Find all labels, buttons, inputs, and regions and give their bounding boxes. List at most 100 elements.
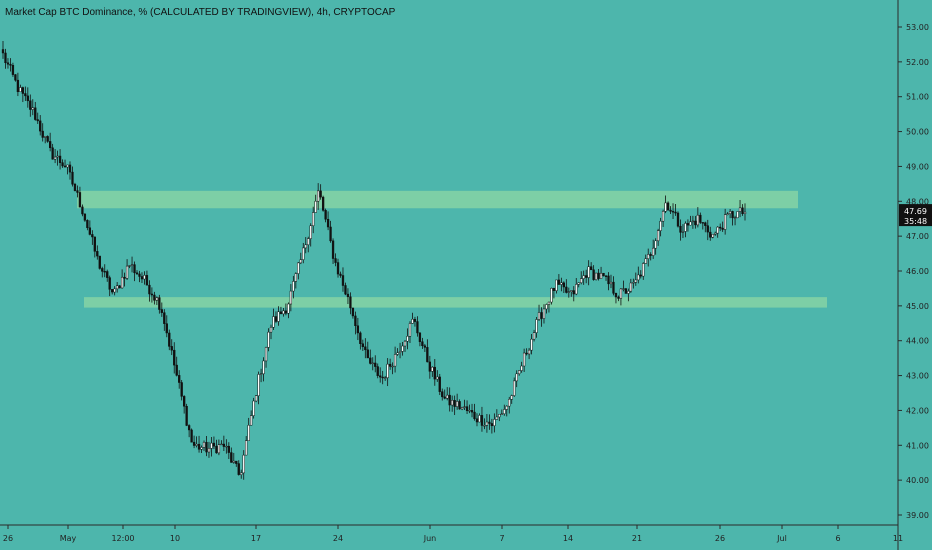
candle-body: [661, 211, 665, 222]
candle-body: [170, 346, 173, 351]
y-tick-label: 51.00: [906, 93, 929, 102]
candle-body: [490, 423, 494, 427]
candle-body: [423, 345, 427, 348]
candle-body: [743, 211, 747, 214]
candle-body: [599, 272, 603, 279]
candle-body: [312, 212, 315, 226]
candle-body: [187, 425, 191, 431]
candle-body: [644, 258, 647, 264]
candle-body: [510, 395, 513, 400]
candle-body: [299, 259, 302, 264]
x-tick-label: 14: [563, 534, 573, 543]
candle-body: [453, 400, 456, 407]
candle-body: [108, 277, 111, 290]
x-tick-label: 17: [251, 534, 261, 543]
candle-body: [4, 52, 7, 63]
candle-body: [272, 316, 275, 328]
candle-body: [468, 410, 471, 412]
zone-resistance: [77, 190, 798, 209]
candle-body: [428, 361, 431, 372]
candle-body: [185, 405, 188, 426]
candle-body: [324, 210, 327, 220]
candle-body: [416, 321, 419, 334]
candles: [1, 41, 747, 480]
candle-body: [403, 340, 407, 347]
candle-body: [168, 332, 171, 347]
candle-body: [580, 278, 583, 284]
candle-body: [173, 349, 176, 366]
candle-body: [483, 425, 486, 427]
candle-body: [520, 365, 523, 371]
candle-body: [9, 63, 12, 66]
candle-body: [140, 276, 144, 280]
last-price-label: [899, 204, 932, 227]
chart-title: Market Cap BTC Dominance, % (CALCULATED …: [5, 7, 396, 18]
candle-body: [560, 282, 563, 285]
y-tick-label: 47.00: [906, 232, 929, 241]
candle-body: [6, 62, 10, 65]
candle-body: [125, 265, 129, 279]
candle-body: [145, 275, 149, 286]
candle-body: [207, 448, 211, 453]
candle-body: [681, 231, 685, 233]
candle-body: [622, 288, 625, 290]
candle-body: [738, 207, 742, 212]
candle-body: [649, 254, 652, 256]
candle-body: [252, 400, 255, 416]
candle-body: [577, 282, 580, 285]
candle-body: [91, 234, 94, 238]
candle-body: [163, 312, 166, 324]
candle-body: [19, 87, 22, 93]
candle-body: [192, 441, 196, 446]
candle-body: [71, 171, 74, 185]
candle-body: [61, 162, 64, 167]
candle-body: [98, 255, 101, 269]
y-tick-label: 49.00: [906, 162, 929, 171]
candle-body: [34, 107, 37, 120]
candle-body: [220, 443, 223, 446]
y-tick-label: 43.00: [906, 372, 929, 381]
candle-body: [294, 273, 297, 282]
x-tick-label: 10: [170, 534, 180, 543]
candle-body: [158, 297, 161, 310]
candle-body: [426, 347, 429, 363]
candle-body: [624, 288, 628, 294]
candle-body: [418, 332, 422, 342]
candle-body: [589, 266, 593, 271]
candle-body: [550, 288, 553, 303]
candle-body: [384, 377, 387, 379]
candle-body: [679, 225, 682, 233]
candle-body: [262, 360, 265, 375]
y-tick-label: 50.00: [906, 128, 929, 137]
candle-body: [120, 276, 124, 289]
candle-body: [694, 220, 697, 226]
candle-body: [433, 366, 436, 380]
candle-body: [212, 442, 216, 447]
candle-body: [36, 119, 39, 122]
candle-body: [351, 307, 355, 317]
candle-body: [56, 155, 59, 158]
candle-body: [537, 312, 541, 320]
candle-body: [503, 409, 506, 415]
candle-body: [24, 93, 27, 97]
candle-body: [617, 296, 620, 299]
candle-body: [458, 401, 461, 410]
candle-body: [267, 331, 270, 348]
candle-body: [642, 263, 645, 277]
candle-body: [470, 410, 474, 413]
candle-body: [41, 130, 44, 138]
candle-body: [684, 223, 687, 232]
candle-body: [448, 394, 451, 406]
candle-body: [148, 284, 151, 295]
candle-body: [671, 211, 675, 213]
candle-body: [245, 440, 248, 456]
candle-body: [135, 272, 139, 275]
candle-body: [81, 206, 84, 215]
candle-body: [202, 442, 206, 448]
y-tick-label: 41.00: [906, 441, 929, 450]
candle-body: [515, 373, 518, 382]
candle-body: [205, 442, 208, 453]
candle-body: [388, 363, 392, 367]
candle-body: [607, 275, 610, 285]
candle-body: [21, 87, 25, 94]
